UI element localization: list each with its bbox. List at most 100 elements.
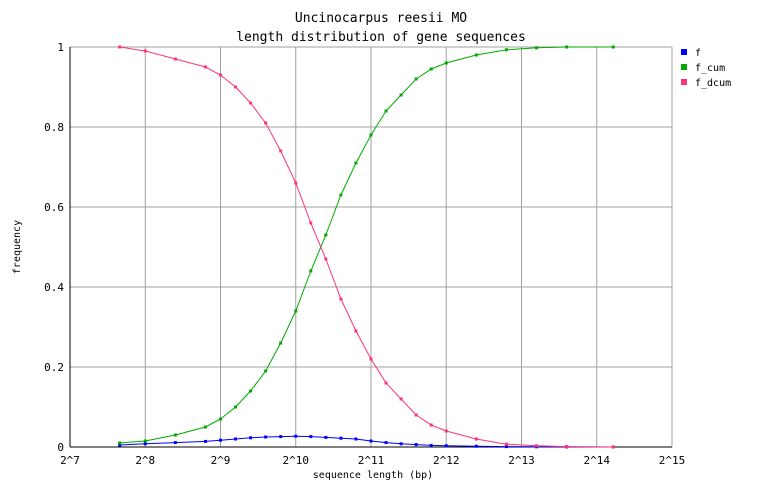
data-point-f_dcum bbox=[324, 257, 328, 261]
series-line-f_cum bbox=[119, 46, 614, 444]
y-tick-label: 0.6 bbox=[44, 201, 64, 214]
series-line-f bbox=[119, 435, 614, 448]
data-point-f bbox=[264, 435, 268, 439]
y-tick-label: 0 bbox=[57, 441, 64, 454]
data-point-f_dcum bbox=[384, 381, 388, 385]
data-point-f_cum bbox=[249, 389, 253, 393]
data-point-f_dcum bbox=[369, 357, 373, 361]
data-point-f_cum bbox=[219, 417, 222, 421]
data-point-f bbox=[474, 444, 478, 448]
tick-labels: 2^7 2^8 2^9 2^10 2^11 2^12 2^13 2^14 2^15 0 0.2 0.4… bbox=[44, 41, 685, 467]
chart-title-line1: Uncinocarpus reesii MO bbox=[295, 11, 467, 26]
chart-title-line2: length distribution of gene sequences bbox=[236, 30, 526, 45]
data-point-f_dcum bbox=[474, 437, 478, 441]
data-point-f_dcum bbox=[565, 445, 569, 449]
data-point-f_dcum bbox=[309, 221, 313, 225]
data-point-f_dcum bbox=[173, 57, 177, 61]
data-point-f_cum bbox=[264, 369, 268, 373]
data-point-f_cum bbox=[173, 433, 177, 437]
x-tick-label: 2^11 bbox=[358, 454, 385, 467]
x-tick-label: 2^12 bbox=[433, 454, 460, 467]
legend-label-f_cum: f_cum bbox=[695, 63, 725, 74]
data-point-f_dcum bbox=[444, 429, 448, 433]
legend: f f_cum f_dcum bbox=[681, 48, 731, 89]
data-point-f_cum bbox=[294, 309, 298, 313]
series-group bbox=[118, 45, 615, 449]
legend-marker-f_cum bbox=[681, 64, 687, 70]
data-point-f bbox=[444, 444, 448, 448]
data-point-f bbox=[309, 435, 313, 439]
data-point-f_dcum bbox=[234, 85, 238, 89]
data-point-f_cum bbox=[118, 441, 122, 445]
grid bbox=[69, 46, 673, 448]
data-point-f_cum bbox=[339, 193, 343, 197]
data-point-f_cum bbox=[429, 67, 433, 71]
data-point-f_cum bbox=[535, 46, 539, 50]
x-tick-label: 2^8 bbox=[135, 454, 155, 467]
data-point-f bbox=[173, 441, 177, 445]
data-point-f_cum bbox=[444, 61, 448, 65]
legend-marker-f bbox=[681, 49, 687, 55]
data-point-f bbox=[504, 445, 508, 449]
data-point-f_cum bbox=[354, 161, 358, 165]
data-point-f bbox=[294, 434, 298, 438]
data-point-f_cum bbox=[143, 439, 147, 443]
data-point-f_cum bbox=[399, 93, 403, 97]
data-point-f bbox=[354, 437, 358, 441]
data-point-f_dcum bbox=[354, 329, 358, 333]
data-point-f_dcum bbox=[504, 442, 508, 446]
data-point-f bbox=[339, 436, 343, 440]
data-point-f_cum bbox=[414, 77, 418, 81]
data-point-f_cum bbox=[324, 233, 328, 237]
data-point-f_dcum bbox=[249, 101, 253, 105]
data-point-f_dcum bbox=[294, 181, 298, 185]
data-point-f bbox=[414, 443, 418, 447]
data-point-f bbox=[384, 441, 388, 445]
data-point-f_dcum bbox=[279, 149, 283, 153]
y-tick-label: 0.2 bbox=[44, 361, 64, 374]
legend-marker-f_dcum bbox=[681, 79, 687, 85]
y-tick-label: 0.4 bbox=[44, 281, 64, 294]
data-point-f_cum bbox=[234, 405, 238, 409]
x-tick-label: 2^15 bbox=[659, 454, 686, 467]
y-tick-label: 0.8 bbox=[44, 121, 64, 134]
data-point-f_dcum bbox=[264, 121, 268, 125]
legend-label-f_dcum: f_dcum bbox=[695, 78, 731, 89]
data-point-f_dcum bbox=[611, 445, 615, 449]
x-tick-label: 2^13 bbox=[508, 454, 535, 467]
data-point-f_cum bbox=[384, 109, 388, 113]
x-tick-label: 2^14 bbox=[584, 454, 611, 467]
data-point-f bbox=[369, 439, 373, 443]
data-point-f_dcum bbox=[399, 397, 403, 401]
data-point-f bbox=[324, 435, 328, 439]
data-point-f_dcum bbox=[203, 65, 207, 69]
data-point-f_cum bbox=[611, 45, 615, 49]
data-point-f bbox=[429, 443, 433, 447]
x-tick-label: 2^10 bbox=[283, 454, 310, 467]
data-point-f bbox=[249, 436, 253, 440]
data-point-f_cum bbox=[565, 45, 569, 49]
data-point-f bbox=[203, 439, 207, 443]
data-point-f bbox=[219, 438, 222, 442]
data-point-f_dcum bbox=[535, 444, 539, 448]
data-point-f_cum bbox=[203, 425, 207, 429]
data-point-f_dcum bbox=[219, 73, 222, 77]
data-point-f_dcum bbox=[118, 45, 122, 49]
data-point-f_dcum bbox=[339, 297, 343, 301]
data-point-f bbox=[234, 437, 238, 441]
data-point-f bbox=[118, 443, 122, 447]
data-point-f_cum bbox=[474, 53, 478, 57]
data-point-f_cum bbox=[504, 48, 508, 52]
data-point-f_dcum bbox=[429, 423, 433, 427]
data-point-f_cum bbox=[309, 269, 313, 273]
data-point-f_dcum bbox=[143, 49, 147, 53]
y-axis-label: frequency bbox=[12, 220, 23, 274]
data-point-f bbox=[143, 442, 147, 446]
data-point-f_cum bbox=[369, 133, 373, 137]
data-point-f bbox=[399, 442, 403, 446]
y-tick-label: 1 bbox=[57, 41, 64, 54]
legend-label-f: f bbox=[695, 48, 701, 59]
data-point-f bbox=[279, 435, 283, 439]
data-point-f_cum bbox=[279, 341, 283, 345]
